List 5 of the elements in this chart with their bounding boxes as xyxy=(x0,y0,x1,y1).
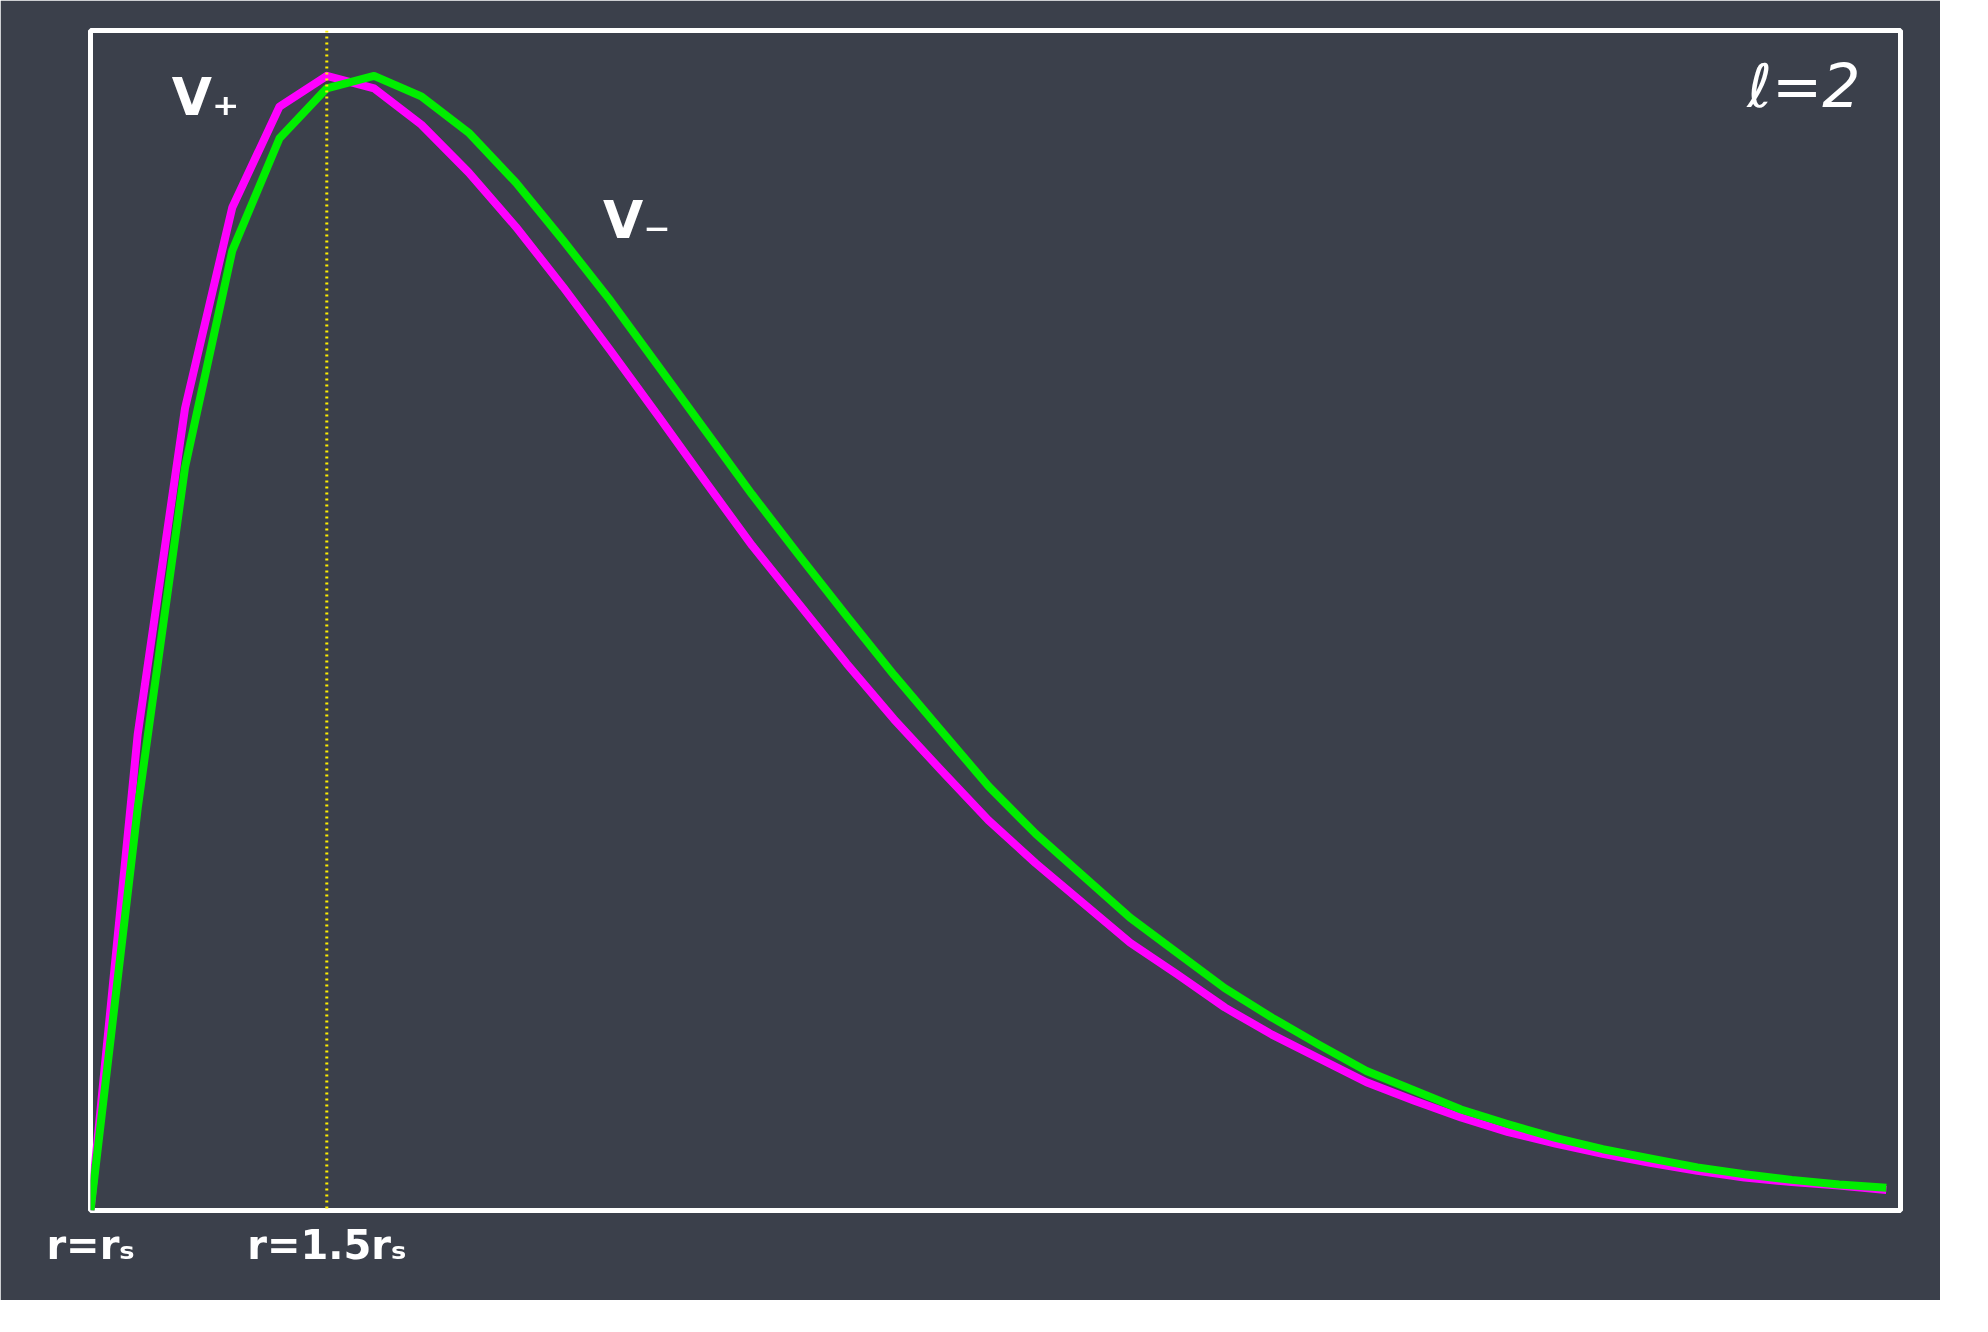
x-tick-label: r=rₛ xyxy=(46,1221,135,1268)
series-label: V₋ xyxy=(603,190,671,251)
x-tick-label: r=1.5rₛ xyxy=(247,1221,407,1268)
annotation: ℓ=2 xyxy=(1746,50,1861,121)
series-label: V₊ xyxy=(171,66,240,127)
